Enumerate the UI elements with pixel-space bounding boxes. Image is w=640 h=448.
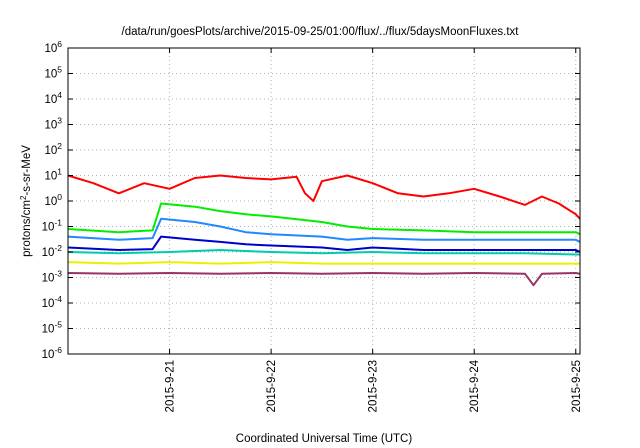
series-line-7 (67, 272, 581, 287)
y-tick-label: 10-1 (42, 218, 63, 234)
y-axis-label-sup: 2 (19, 195, 28, 200)
y-axis-label-base: protons/cm (21, 200, 33, 257)
x-tick-label: 2015-9-23 (368, 360, 380, 412)
series-line-3 (67, 217, 581, 243)
y-tick-label: 103 (44, 116, 62, 132)
y-tick-label: 10-5 (42, 320, 63, 336)
y-tick-label: 105 (44, 65, 62, 81)
y-tick-label: 10-4 (42, 294, 63, 310)
y-tick-label: 106 (44, 39, 62, 55)
series-line-2 (67, 202, 581, 236)
y-tick-label: 100 (44, 192, 62, 208)
series-line-1 (67, 174, 581, 220)
series-line-4 (67, 235, 581, 253)
y-tick-label: 104 (44, 90, 62, 106)
series-lines (67, 174, 581, 287)
y-axis-ticks: 10-6 10-5 10-4 10-3 10-2 10-1 100 101 102 103 104 1… (42, 39, 580, 361)
y-axis-label: protons/cm2-s-sr-MeV (19, 145, 33, 257)
x-axis-label: Coordinated Universal Time (UTC) (236, 433, 413, 445)
grid (68, 48, 580, 354)
y-tick-label: 10-6 (42, 345, 63, 361)
x-tick-label: 2015-9-21 (165, 360, 177, 412)
x-axis-ticks: 2015-9-21 2015-9-22 2015-9-23 2015-9-24 2015… (165, 48, 583, 412)
series-line-5 (67, 249, 580, 256)
series-line-6 (67, 261, 580, 265)
y-tick-label: 101 (44, 167, 62, 183)
x-tick-label: 2015-9-25 (571, 360, 583, 412)
y-axis-label-rest: -s-sr-MeV (21, 145, 33, 196)
chart-title: /data/run/goesPlots/archive/2015-09-25/0… (122, 26, 520, 38)
y-tick-label: 102 (44, 141, 62, 157)
x-tick-label: 2015-9-22 (266, 360, 278, 412)
x-tick-label: 2015-9-24 (469, 359, 481, 412)
y-tick-label: 10-3 (42, 269, 63, 285)
y-tick-label: 10-2 (42, 243, 63, 259)
